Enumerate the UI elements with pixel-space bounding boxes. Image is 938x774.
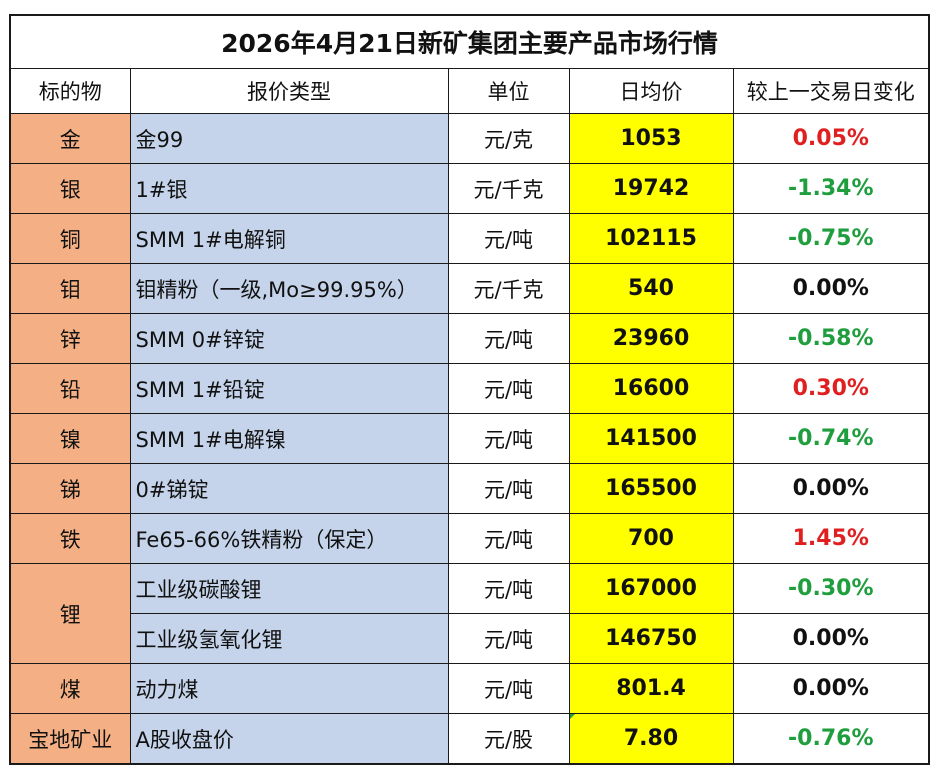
table-title: 2026年4月21日新矿集团主要产品市场行情 (8, 14, 931, 69)
price-cell: 700 (568, 513, 734, 564)
unit-cell: 元/克 (447, 113, 570, 164)
type-cell: 动力煤 (129, 663, 449, 714)
table-row: 宝地矿业 A股收盘价 元/股 7.80 -0.76% (9, 713, 931, 765)
price-cell: 146750 (568, 613, 734, 664)
price-cell: 1053 (568, 113, 734, 164)
table-row: 铅 SMM 1#铅锭 元/吨 16600 0.30% (9, 363, 931, 414)
subject-cell: 锌 (9, 313, 131, 364)
table-row: 钼 钼精粉（一级,Mo≥99.95%） 元/千克 540 0.00% (9, 263, 931, 314)
header-type: 报价类型 (129, 68, 449, 114)
price-cell: 7.80 (568, 713, 734, 765)
type-cell: SMM 0#锌锭 (129, 313, 449, 364)
price-cell: 167000 (568, 563, 734, 614)
subject-cell: 铜 (9, 213, 131, 264)
unit-cell: 元/吨 (447, 613, 570, 664)
type-cell: SMM 1#电解镍 (129, 413, 449, 464)
table-row: 镍 SMM 1#电解镍 元/吨 141500 -0.74% (9, 413, 931, 464)
price-cell: 102115 (568, 213, 734, 264)
change-cell: -0.30% (732, 563, 931, 614)
type-cell: 金99 (129, 113, 449, 164)
change-cell: 0.05% (732, 113, 931, 164)
unit-cell: 元/千克 (447, 263, 570, 314)
type-cell: 1#银 (129, 163, 449, 214)
table-row: 锑 0#锑锭 元/吨 165500 0.00% (9, 463, 931, 514)
type-cell: 0#锑锭 (129, 463, 449, 514)
header-price: 日均价 (568, 68, 734, 114)
change-cell: 0.00% (732, 663, 931, 714)
type-cell: 工业级氢氧化锂 (129, 613, 449, 664)
price-cell: 165500 (568, 463, 734, 514)
change-cell: -0.58% (732, 313, 931, 364)
price-cell: 16600 (568, 363, 734, 414)
type-cell: 钼精粉（一级,Mo≥99.95%） (129, 263, 449, 314)
unit-cell: 元/吨 (447, 663, 570, 714)
price-cell: 19742 (568, 163, 734, 214)
change-cell: 0.00% (732, 613, 931, 664)
table-row: 银 1#银 元/千克 19742 -1.34% (9, 163, 931, 214)
type-cell: 工业级碳酸锂 (129, 563, 449, 614)
price-cell: 141500 (568, 413, 734, 464)
unit-cell: 元/吨 (447, 463, 570, 514)
unit-cell: 元/吨 (447, 563, 570, 614)
subject-cell: 银 (9, 163, 131, 214)
change-cell: -0.74% (732, 413, 931, 464)
price-cell: 801.4 (568, 663, 734, 714)
change-cell: 0.00% (732, 263, 931, 314)
table-row: 煤 动力煤 元/吨 801.4 0.00% (9, 663, 931, 714)
subject-cell: 宝地矿业 (9, 713, 131, 765)
type-cell: A股收盘价 (129, 713, 449, 765)
price-cell: 23960 (568, 313, 734, 364)
unit-cell: 元/千克 (447, 163, 570, 214)
change-cell: 1.45% (732, 513, 931, 564)
subject-cell: 铁 (9, 513, 131, 564)
unit-cell: 元/吨 (447, 213, 570, 264)
type-cell: Fe65-66%铁精粉（保定） (129, 513, 449, 564)
subject-cell: 铅 (9, 363, 131, 414)
subject-cell: 镍 (9, 413, 131, 464)
subject-cell: 钼 (9, 263, 131, 314)
change-cell: -0.75% (732, 213, 931, 264)
table-row: 金 金99 元/克 1053 0.05% (9, 113, 931, 164)
cell-comment-marker (570, 714, 575, 719)
price-cell: 540 (568, 263, 734, 314)
table-row: 锂 工业级碳酸锂 元/吨 167000 -0.30% (9, 563, 931, 664)
unit-cell: 元/吨 (447, 413, 570, 464)
table-row: 铁 Fe65-66%铁精粉（保定） 元/吨 700 1.45% (9, 513, 931, 564)
change-cell: -0.76% (732, 713, 931, 765)
subject-cell: 煤 (9, 663, 131, 714)
type-cell: SMM 1#电解铜 (129, 213, 449, 264)
header-row: 标的物 报价类型 单位 日均价 较上一交易日变化 (9, 68, 931, 114)
unit-cell: 元/吨 (447, 513, 570, 564)
header-subject: 标的物 (9, 68, 131, 114)
market-table: 2026年4月21日新矿集团主要产品市场行情 标的物 报价类型 单位 日均价 较… (8, 14, 931, 765)
change-cell: 0.00% (732, 463, 931, 514)
subject-cell: 金 (9, 113, 131, 164)
market-table-sheet: 2026年4月21日新矿集团主要产品市场行情 标的物 报价类型 单位 日均价 较… (8, 14, 931, 765)
subject-cell-merged: 锂 (9, 563, 131, 664)
price-value: 7.80 (623, 726, 679, 751)
header-change: 较上一交易日变化 (732, 68, 931, 114)
unit-cell: 元/吨 (447, 363, 570, 414)
unit-cell: 元/吨 (447, 313, 570, 364)
header-unit: 单位 (447, 68, 570, 114)
type-cell: SMM 1#铅锭 (129, 363, 449, 414)
change-cell: -1.34% (732, 163, 931, 214)
table-row: 工业级氢氧化锂 元/吨 146750 0.00% (10, 613, 931, 664)
unit-cell: 元/股 (447, 713, 570, 765)
subject-cell: 锑 (9, 463, 131, 514)
table-row: 铜 SMM 1#电解铜 元/吨 102115 -0.75% (9, 213, 931, 264)
change-cell: 0.30% (732, 363, 931, 414)
table-row: 锌 SMM 0#锌锭 元/吨 23960 -0.58% (9, 313, 931, 364)
